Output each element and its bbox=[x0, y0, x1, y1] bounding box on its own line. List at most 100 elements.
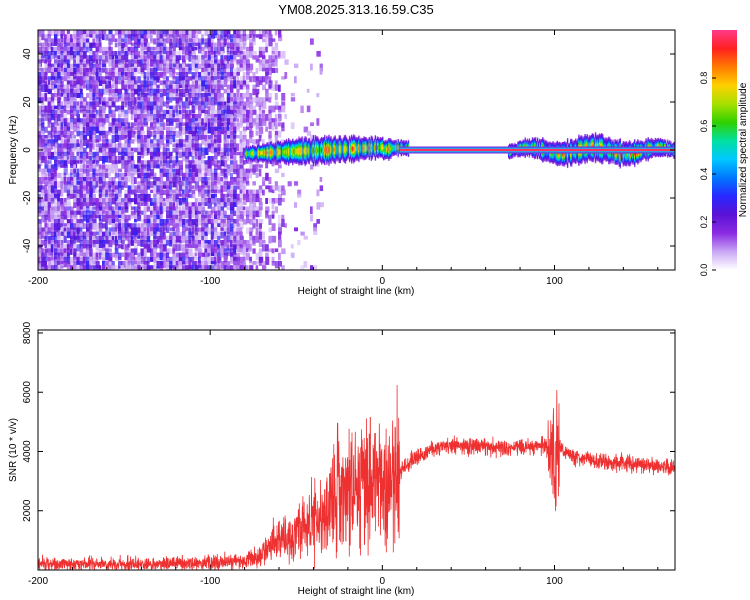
spectrogram-cell bbox=[105, 240, 110, 245]
spectrogram-cell bbox=[312, 154, 315, 156]
spectrogram-cell bbox=[130, 185, 135, 193]
spectrogram-cell bbox=[311, 161, 314, 163]
spectrogram-cell bbox=[121, 210, 126, 219]
spectrogram-cell bbox=[150, 160, 154, 168]
spectrogram-cell bbox=[89, 210, 94, 218]
spectrogram-cell bbox=[76, 118, 81, 123]
spectrogram-cell bbox=[86, 118, 90, 127]
spectrogram-cell bbox=[204, 164, 209, 170]
spectrogram-cell bbox=[297, 139, 299, 142]
spectrogram-cell bbox=[290, 151, 292, 154]
spectrogram-cell bbox=[114, 80, 118, 85]
spectrogram-cell bbox=[304, 154, 306, 156]
spectrogram-cell bbox=[270, 148, 272, 150]
spectrogram-cell bbox=[300, 138, 302, 141]
spectrogram-cell bbox=[246, 152, 249, 154]
spectrogram-cell bbox=[38, 147, 42, 156]
spectrogram-cell bbox=[210, 265, 215, 270]
spectrogram-cell bbox=[63, 38, 67, 44]
spectrogram-cell bbox=[236, 109, 240, 114]
spectrogram-cell bbox=[169, 55, 173, 61]
chart-title: YM08.2025.313.16.59.C35 bbox=[278, 2, 433, 17]
spectrogram-cell bbox=[66, 63, 71, 68]
spectrogram-cell bbox=[242, 240, 247, 247]
spectrogram-cell bbox=[159, 63, 163, 71]
spectrogram-cell bbox=[201, 139, 205, 145]
spectrogram-cell bbox=[105, 101, 110, 108]
spectrogram-cell bbox=[114, 59, 119, 64]
spectrogram-cell bbox=[282, 157, 285, 160]
spectrogram-cell bbox=[111, 214, 115, 223]
spectrogram-cell bbox=[111, 76, 115, 82]
spectrogram-cell bbox=[63, 118, 68, 127]
spectrogram-cell bbox=[143, 80, 148, 88]
spectrogram-cell bbox=[210, 114, 216, 121]
spectrogram-cell bbox=[95, 93, 100, 100]
spectrogram-cell bbox=[79, 193, 83, 198]
spectrogram-cell bbox=[44, 223, 49, 228]
spectrogram-cell bbox=[252, 219, 256, 228]
spectrogram-cell bbox=[249, 261, 253, 267]
spectrogram-cell bbox=[191, 252, 196, 260]
spectrogram-cell bbox=[66, 76, 71, 83]
spectrogram-cell bbox=[76, 101, 79, 110]
spectrogram-cell bbox=[307, 161, 309, 163]
spectrogram-cell bbox=[105, 181, 110, 189]
spectrogram-cell bbox=[288, 160, 290, 163]
spectrogram-cell bbox=[314, 165, 317, 167]
spectrogram-cell bbox=[70, 88, 73, 94]
spectrogram-cell bbox=[230, 265, 235, 270]
spectrogram-cell bbox=[166, 164, 171, 169]
spectrogram-cell bbox=[198, 135, 202, 140]
spectrogram-cell bbox=[137, 109, 142, 117]
spectrogram-cell bbox=[201, 105, 206, 113]
spectrogram-cell bbox=[273, 150, 275, 152]
spectrogram-cell bbox=[314, 143, 317, 145]
spectrogram-cell bbox=[82, 198, 87, 207]
spectrogram-cell bbox=[63, 59, 68, 65]
spectrogram-cell bbox=[63, 214, 68, 220]
spectrogram-cell bbox=[247, 160, 250, 162]
spectrogram-cell bbox=[201, 147, 206, 152]
spectrogram-cell bbox=[239, 101, 243, 110]
spectrogram-cell bbox=[271, 261, 276, 266]
spectrogram-cell bbox=[66, 130, 72, 137]
spectrogram-cell bbox=[303, 158, 305, 160]
spectrogram-cell bbox=[41, 227, 46, 232]
spectrogram-cell bbox=[70, 151, 75, 157]
spectrogram-cell bbox=[297, 147, 299, 149]
spectrogram-cell bbox=[130, 101, 135, 106]
spectrogram-cell bbox=[175, 55, 180, 61]
spectrogram-cell bbox=[273, 151, 275, 154]
spectrogram-cell bbox=[285, 149, 288, 151]
spectrogram-cell bbox=[98, 105, 103, 114]
spectrogram-cell bbox=[70, 76, 75, 85]
spectrogram-cell bbox=[242, 42, 246, 49]
spectrogram-cell bbox=[236, 198, 241, 205]
spectrogram-cell bbox=[156, 156, 160, 162]
spectrogram-cell bbox=[210, 168, 215, 175]
spectrogram-cell bbox=[111, 265, 116, 270]
spectrogram-cell bbox=[182, 76, 185, 85]
spectrogram-cell bbox=[284, 144, 287, 146]
spectrogram-cell bbox=[307, 146, 309, 149]
spectrogram-cell bbox=[210, 67, 215, 73]
spectrogram-cell bbox=[156, 235, 161, 243]
spectrogram-cell bbox=[98, 63, 102, 71]
spectrogram-cell bbox=[79, 248, 83, 257]
spectrogram-cell bbox=[50, 193, 55, 202]
spectrogram-cell bbox=[50, 30, 55, 36]
spectrogram-cell bbox=[263, 159, 265, 162]
spectrogram-cell bbox=[102, 185, 105, 190]
spectrogram-cell bbox=[246, 206, 250, 212]
spectrogram-cell bbox=[38, 46, 42, 54]
spectrogram-cell bbox=[191, 231, 195, 239]
spectrogram-cell bbox=[249, 164, 254, 170]
spectrogram-cell bbox=[223, 126, 228, 133]
spectrogram-cell bbox=[178, 164, 183, 170]
spectrogram-cell bbox=[230, 72, 234, 79]
spectrogram-cell bbox=[246, 160, 249, 164]
spectrogram-cell bbox=[304, 161, 306, 163]
spectrogram-cell bbox=[309, 153, 312, 156]
spectrogram-cell bbox=[169, 38, 173, 46]
